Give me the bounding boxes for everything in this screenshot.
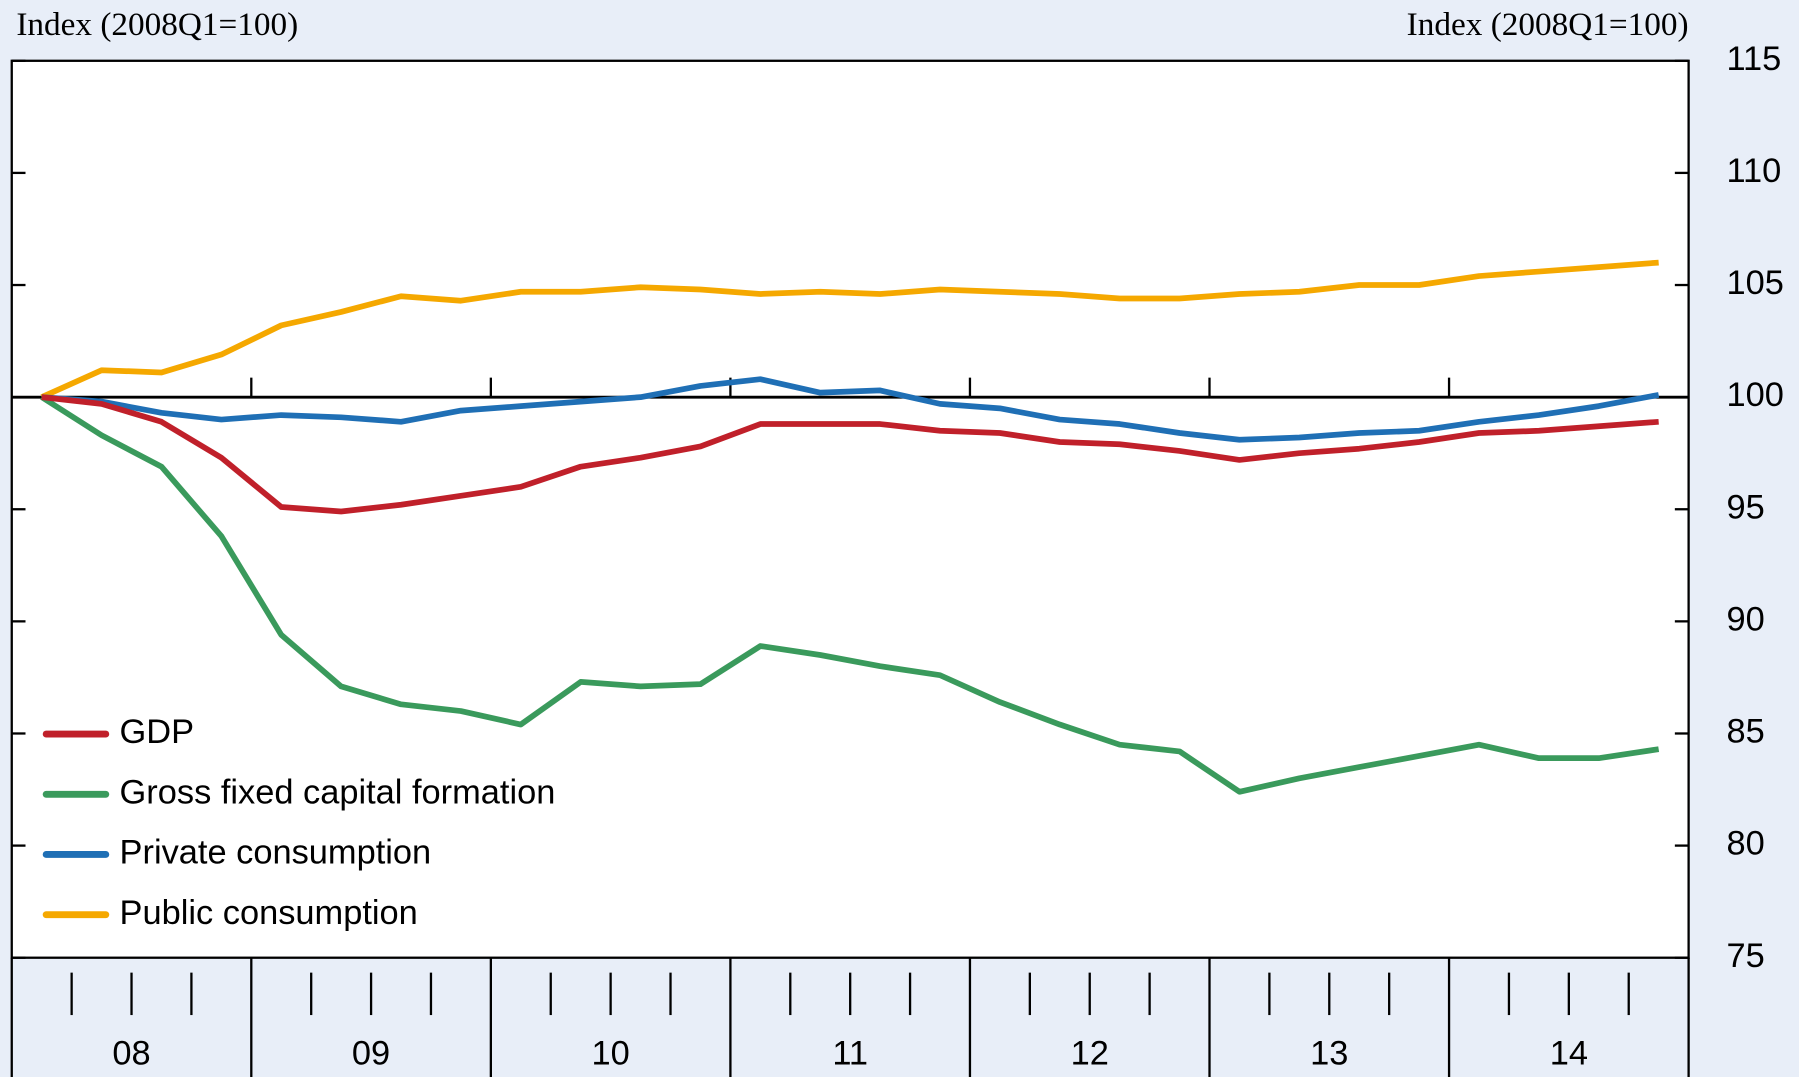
y-tick-label: 115 <box>1726 40 1781 78</box>
y-axis-title-right: Index (2008Q1=100) <box>1407 6 1689 43</box>
x-tick-label: 08 <box>112 1034 150 1072</box>
line-series <box>41 394 1659 515</box>
y-tick-label: 75 <box>1726 937 1764 975</box>
legend-label: Private consumption <box>120 834 432 872</box>
x-tick-label: 12 <box>1071 1034 1109 1072</box>
legend-label: GDP <box>120 713 195 751</box>
y-axis-title-left: Index (2008Q1=100) <box>16 6 298 43</box>
y-tick-label: 90 <box>1726 600 1764 638</box>
y-tick-label: 105 <box>1726 264 1783 302</box>
x-tick-label: 14 <box>1550 1034 1588 1072</box>
legend-label: Public consumption <box>120 894 418 932</box>
line-series <box>40 394 1660 795</box>
x-tick-label: 09 <box>352 1034 390 1072</box>
x-tick-label: 11 <box>832 1034 868 1072</box>
y-tick-label: 85 <box>1726 713 1764 751</box>
legend-label: Gross fixed capital formation <box>120 773 556 811</box>
plot-area <box>10 59 1690 959</box>
y-tick-label: 80 <box>1726 825 1764 863</box>
line-series <box>41 376 1660 443</box>
x-tick-label: 10 <box>591 1034 629 1072</box>
x-tick-label: 13 <box>1310 1034 1348 1072</box>
y-tick-label: 100 <box>1726 376 1783 414</box>
line-series <box>40 259 1659 400</box>
y-tick-label: 110 <box>1726 152 1781 190</box>
y-tick-label: 95 <box>1726 488 1764 526</box>
